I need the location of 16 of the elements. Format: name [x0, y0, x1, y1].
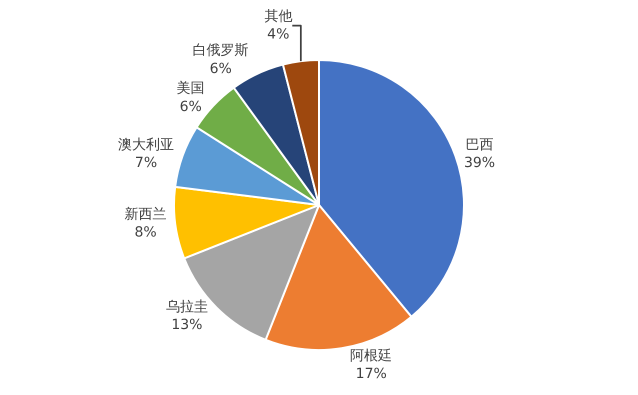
data-label: 17% [356, 366, 387, 382]
slice-label: 新西兰 [124, 206, 167, 222]
slice-label: 阿根廷 [350, 348, 392, 364]
slice-label: 澳大利亚 [118, 136, 174, 153]
data-label: 13% [171, 317, 202, 334]
data-label: 6% [210, 60, 232, 77]
data-label: 4% [267, 26, 290, 43]
slice-label: 白俄罗斯 [192, 42, 249, 59]
slice-label: 美国 [176, 80, 205, 97]
data-label: 39% [464, 155, 496, 172]
slice-label: 乌拉圭 [166, 298, 208, 315]
slice-label: 巴西 [466, 136, 494, 153]
data-label: 6% [180, 98, 202, 115]
slice-label: 其他 [264, 8, 292, 24]
data-label: 7% [134, 155, 158, 172]
data-label: 8% [134, 224, 157, 241]
